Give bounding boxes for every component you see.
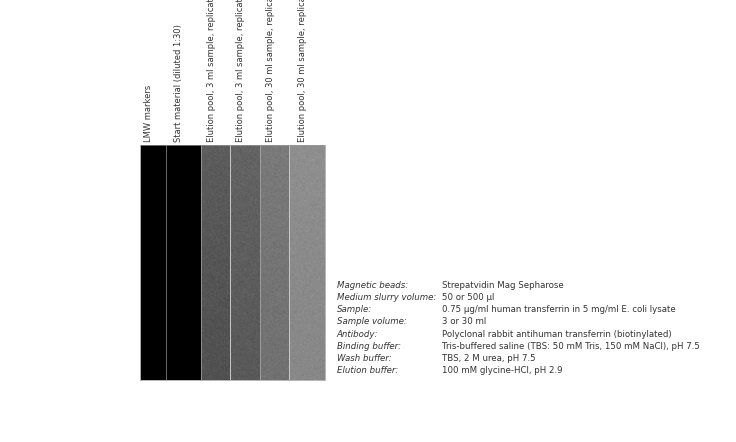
Text: TBS, 2 M urea, pH 7.5: TBS, 2 M urea, pH 7.5 <box>442 354 536 363</box>
Text: Elution pool, 30 ml sample, replicate 1: Elution pool, 30 ml sample, replicate 1 <box>266 0 275 142</box>
Text: Magnetic beads:: Magnetic beads: <box>337 281 408 290</box>
Text: Elution pool, 3 ml sample, replicate 1: Elution pool, 3 ml sample, replicate 1 <box>207 0 216 142</box>
Text: Sample:: Sample: <box>337 305 372 314</box>
Text: Medium slurry volume:: Medium slurry volume: <box>337 293 436 302</box>
Text: Sample volume:: Sample volume: <box>337 317 407 327</box>
Text: Wash buffer:: Wash buffer: <box>337 354 392 363</box>
Text: Binding buffer:: Binding buffer: <box>337 342 401 351</box>
Text: Polyclonal rabbit antihuman transferrin (biotinylated): Polyclonal rabbit antihuman transferrin … <box>442 330 672 339</box>
Text: Elution pool, 3 ml sample, replicate 2: Elution pool, 3 ml sample, replicate 2 <box>236 0 245 142</box>
Bar <box>140 145 325 380</box>
Bar <box>140 145 325 380</box>
Text: LMW markers: LMW markers <box>144 85 153 142</box>
Text: Tris-buffered saline (TBS: 50 mM Tris, 150 mM NaCl), pH 7.5: Tris-buffered saline (TBS: 50 mM Tris, 1… <box>442 342 700 351</box>
Text: 50 or 500 μl: 50 or 500 μl <box>442 293 495 302</box>
Text: Strepatvidin Mag Sepharose: Strepatvidin Mag Sepharose <box>442 281 564 290</box>
Text: Elution buffer:: Elution buffer: <box>337 366 398 375</box>
Text: Elution pool, 30 ml sample, replicate 2: Elution pool, 30 ml sample, replicate 2 <box>297 0 307 142</box>
Text: 0.75 μg/ml human transferrin in 5 mg/ml E. coli lysate: 0.75 μg/ml human transferrin in 5 mg/ml … <box>442 305 676 314</box>
Text: Antibody:: Antibody: <box>337 330 378 339</box>
Text: 100 mM glycine-HCl, pH 2.9: 100 mM glycine-HCl, pH 2.9 <box>442 366 563 375</box>
Text: 3 or 30 ml: 3 or 30 ml <box>442 317 486 327</box>
Text: Start material (diluted 1:30): Start material (diluted 1:30) <box>174 24 183 142</box>
